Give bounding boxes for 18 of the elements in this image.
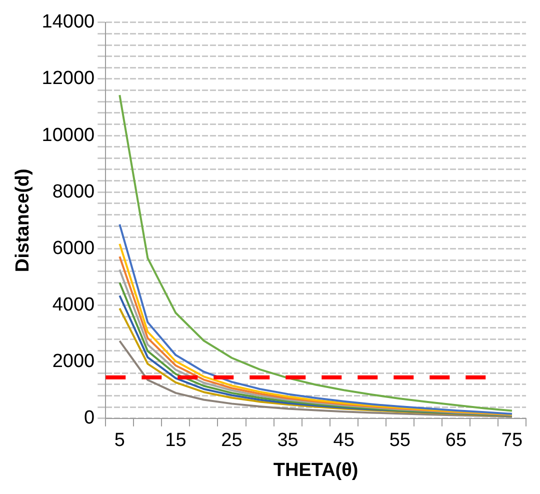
x-tick-label: 5	[114, 430, 125, 452]
x-axis-title: THETA(θ)	[273, 460, 358, 481]
x-tick-label: 35	[277, 430, 298, 452]
y-tick-label: 8000	[52, 181, 95, 202]
x-tick-label: 45	[333, 430, 354, 452]
y-tick-label: 10000	[42, 124, 95, 146]
y-tick-label: 2000	[52, 351, 95, 372]
x-tick-label: 75	[501, 430, 523, 452]
y-tick-label: 6000	[52, 238, 95, 259]
y-tick-label: 4000	[52, 294, 95, 316]
x-tick-label: 15	[165, 430, 186, 452]
x-tick-label: 65	[445, 430, 467, 452]
y-tick-label: 14000	[42, 12, 95, 33]
x-tick-label: 55	[389, 430, 410, 452]
y-tick-label: 0	[84, 408, 95, 429]
y-tick-label: 12000	[42, 68, 95, 90]
y-axis-title: Distance(d)	[12, 168, 34, 272]
x-tick-label: 25	[221, 430, 242, 452]
